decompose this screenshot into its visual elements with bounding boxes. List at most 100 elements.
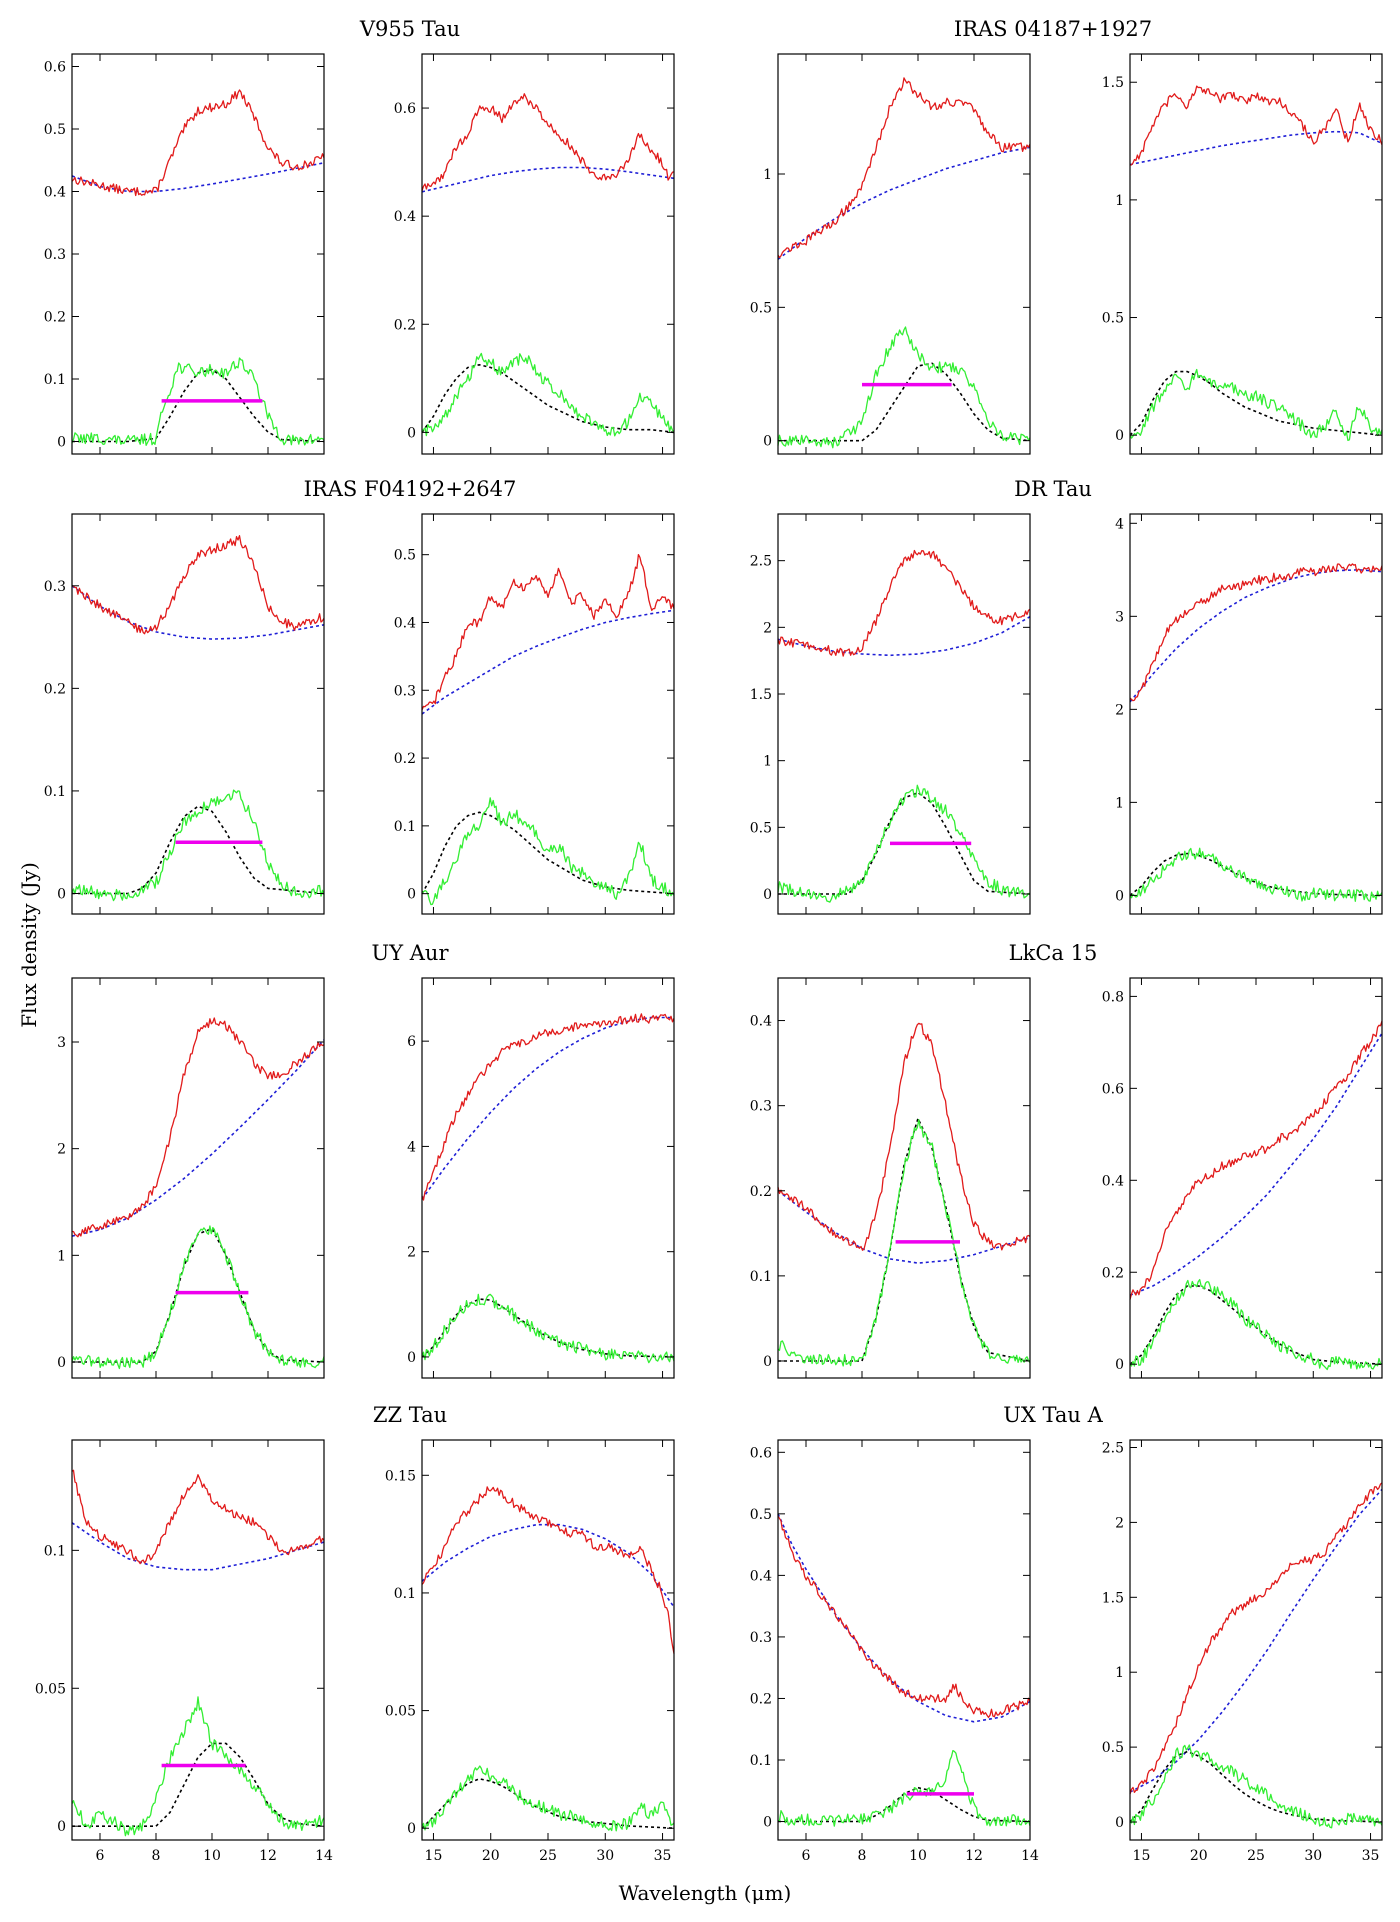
plot-frame	[777, 977, 1031, 1379]
y-tick-label: 4	[407, 1139, 416, 1155]
residual-line	[71, 789, 325, 902]
x-tick-label: 6	[802, 1848, 811, 1864]
x-tick-label: 35	[654, 1848, 672, 1864]
residual-line	[1129, 847, 1383, 902]
y-tick-label: 0	[763, 1815, 772, 1831]
y-tick-label: 0.4	[394, 209, 416, 225]
plot-frame	[421, 977, 675, 1379]
panel-dr-tau-long: 0 1 2 3 4	[1115, 513, 1383, 915]
residual-line	[1129, 1744, 1383, 1829]
y-tick-label: 0.2	[750, 1691, 772, 1707]
residual-line	[421, 797, 675, 906]
y-tick-label: 1	[1115, 795, 1124, 811]
y-tick-label: 2.5	[750, 554, 772, 570]
model-line	[1129, 1285, 1383, 1365]
continuum-line	[777, 146, 1031, 260]
y-tick-label: 1	[1115, 1665, 1124, 1681]
residual-line	[777, 326, 1031, 449]
plot-frame	[777, 513, 1031, 915]
model-line	[1129, 852, 1383, 897]
y-tick-label: 0	[407, 425, 416, 441]
observed-line	[71, 1017, 325, 1238]
panel-v955-tau: V955 Tau 0 0.1 0.2 0.3 0.4 0.5 0.6	[44, 17, 460, 455]
residual-line	[421, 1293, 675, 1364]
y-tick-label: 0.1	[750, 1269, 772, 1285]
residual-line	[777, 1749, 1031, 1827]
y-tick-label: 0.4	[750, 1568, 772, 1584]
panel-ux-tau-a-long: 0 0.5 1 1.5 2 2.5 15 20 25 30 35	[1102, 1439, 1383, 1864]
x-tick-label: 8	[858, 1848, 867, 1864]
residual-line	[421, 1765, 675, 1832]
observed-line	[421, 1486, 675, 1654]
observed-line	[421, 93, 675, 192]
y-tick-label: 1.5	[1102, 1590, 1124, 1606]
panel-iras-f04192-long: 0 0.1 0.2 0.3 0.4 0.5	[394, 513, 675, 915]
model-line	[72, 368, 325, 443]
x-axis-label: Wavelength (μm)	[619, 1881, 792, 1905]
y-tick-label: 0.3	[750, 1630, 772, 1646]
y-tick-label: 0.2	[44, 310, 66, 326]
model-line	[1129, 370, 1383, 436]
continuum-line	[421, 609, 675, 715]
plot-frame	[71, 977, 325, 1379]
continuum-line	[1129, 130, 1383, 166]
y-tick-label: 0	[407, 1821, 416, 1837]
panel-lkca-15-long: 0 0.2 0.4 0.6 0.8	[1102, 977, 1383, 1379]
x-tick-label: 10	[203, 1848, 221, 1864]
y-tick-label: 1	[763, 167, 772, 183]
panel-lkca-15: LkCa 15 0 0.1 0.2 0.3 0.4	[750, 941, 1097, 1379]
y-tick-label: 0.3	[44, 579, 66, 595]
panel-title: ZZ Tau	[373, 1403, 447, 1427]
y-tick-label: 0	[1115, 1815, 1124, 1831]
y-tick-label: 0.6	[44, 60, 66, 76]
y-tick-label: 0.5	[1102, 1740, 1124, 1756]
panel-title: UX Tau A	[1003, 1403, 1103, 1427]
y-tick-label: 0.4	[1102, 1173, 1124, 1189]
x-tick-label: 15	[425, 1848, 443, 1864]
y-tick-label: 0	[763, 1354, 772, 1370]
observed-line	[71, 89, 325, 197]
model-line	[778, 362, 1031, 442]
y-tick-label: 0.3	[750, 1099, 772, 1115]
plot-frame	[777, 53, 1031, 455]
y-tick-label: 0.5	[750, 300, 772, 316]
y-tick-label: 0.1	[44, 1543, 66, 1559]
observed-line	[1129, 563, 1383, 702]
y-tick-label: 0.5	[1102, 311, 1124, 327]
observed-line	[1129, 1482, 1383, 1795]
observed-line	[777, 77, 1031, 259]
plot-frame	[71, 1439, 325, 1841]
y-tick-label: 0.5	[394, 548, 416, 564]
panel-iras-04187: IRAS 04187+1927 0 0.5 1	[750, 17, 1152, 455]
y-tick-label: 4	[1115, 516, 1124, 532]
observed-line	[71, 1469, 325, 1565]
residual-line	[1129, 368, 1383, 442]
y-tick-label: 0.6	[394, 101, 416, 117]
y-tick-label: 0.3	[44, 247, 66, 263]
x-tick-label: 14	[315, 1848, 333, 1864]
y-tick-label: 0	[407, 887, 416, 903]
y-tick-label: 0	[1115, 428, 1124, 444]
plot-frame	[1129, 977, 1383, 1379]
observed-line	[71, 535, 325, 635]
observed-line	[777, 549, 1031, 657]
plot-frame	[777, 1439, 1031, 1841]
y-tick-label: 0.2	[394, 317, 416, 333]
x-tick-label: 15	[1133, 1848, 1151, 1864]
model-line	[72, 1742, 325, 1827]
y-tick-label: 0.8	[1102, 989, 1124, 1005]
y-tick-label: 2	[407, 1245, 416, 1261]
continuum-line	[777, 1190, 1031, 1264]
y-tick-label: 0.4	[394, 615, 416, 631]
y-tick-label: 1	[1115, 193, 1124, 209]
model-line	[778, 1117, 1031, 1362]
continuum-line	[1129, 1032, 1383, 1296]
observed-line	[421, 553, 675, 711]
residual-line	[777, 784, 1031, 903]
panel-grid: V955 Tau 0 0.1 0.2 0.3 0.4 0.5 0.6 0 0.2 0.4 0.6 IRA…	[35, 17, 1383, 1864]
y-tick-label: 0.4	[44, 185, 66, 201]
model-line	[72, 805, 325, 895]
model-line	[1129, 1750, 1383, 1823]
y-tick-label: 0.2	[394, 751, 416, 767]
